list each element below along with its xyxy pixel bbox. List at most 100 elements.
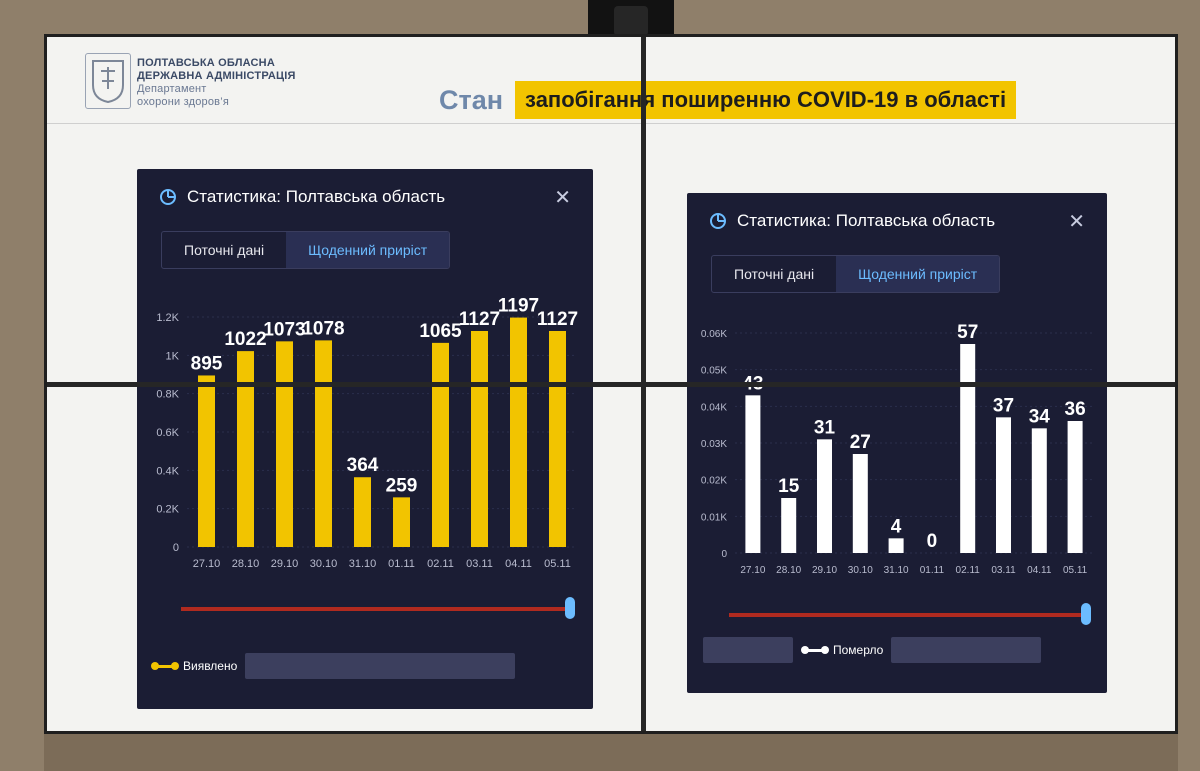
bar-02.11 bbox=[432, 342, 449, 547]
org-line-2: ДЕРЖАВНА АДМІНІСТРАЦІЯ bbox=[137, 70, 296, 82]
tab-daily-growth[interactable]: Щоденний приріст bbox=[286, 232, 450, 268]
data-label: 1065 bbox=[419, 321, 462, 342]
bar-05.11 bbox=[1067, 421, 1083, 553]
wall-base bbox=[44, 734, 1178, 771]
data-label: 1127 bbox=[459, 309, 500, 330]
y-tick-label: 0.8K bbox=[156, 389, 179, 401]
bar-04.11 bbox=[510, 317, 527, 547]
panel-header: Статистика: Полтавська область bbox=[159, 187, 445, 207]
bar-29.10 bbox=[817, 439, 832, 553]
dept-line-2: охорони здоров’я bbox=[137, 96, 230, 108]
legend: Виявлено bbox=[151, 653, 516, 679]
data-label: 259 bbox=[386, 475, 418, 496]
legend-key-icon bbox=[801, 645, 829, 654]
bar-28.10 bbox=[781, 498, 797, 553]
legend: Померло bbox=[703, 637, 1042, 663]
x-tick-label: 01.11 bbox=[388, 558, 415, 570]
data-label: 0 bbox=[927, 531, 938, 552]
x-tick-label: 29.10 bbox=[812, 565, 837, 576]
blurred-legend-item bbox=[703, 637, 793, 663]
data-label: 27 bbox=[850, 432, 871, 453]
dept-line-1: Департамент bbox=[137, 83, 207, 95]
stats-panel-detected: Статистика: Полтавська область ✕ Поточні… bbox=[137, 169, 593, 709]
y-tick-label: 1K bbox=[166, 350, 180, 362]
x-tick-label: 30.10 bbox=[310, 558, 338, 570]
y-tick-label: 0.05K bbox=[701, 366, 727, 377]
x-tick-label: 03.11 bbox=[991, 565, 1016, 576]
bar-28.10 bbox=[237, 351, 254, 547]
pie-chart-icon bbox=[160, 189, 176, 205]
bar-chart-deaths: 00.01K0.02K0.03K0.04K0.05K0.06K4327.1015… bbox=[701, 322, 1093, 625]
y-tick-label: 0.02K bbox=[701, 476, 727, 487]
tab-bar: Поточні дані Щоденний приріст bbox=[711, 255, 1001, 293]
x-tick-label: 05.11 bbox=[1063, 565, 1088, 576]
x-tick-label: 28.10 bbox=[776, 565, 801, 576]
bar-29.10 bbox=[276, 341, 293, 547]
x-tick-label: 05.11 bbox=[544, 558, 571, 570]
title-highlight: запобігання поширенню COVID-19 в області bbox=[515, 81, 1017, 119]
close-icon[interactable]: ✕ bbox=[554, 187, 571, 209]
video-wall: ПОЛТАВСЬКА ОБЛАСНА ДЕРЖАВНА АДМІНІСТРАЦІ… bbox=[44, 34, 1178, 734]
x-tick-label: 04.11 bbox=[1027, 565, 1052, 576]
bar-04.11 bbox=[1031, 428, 1047, 553]
data-label: 36 bbox=[1065, 399, 1086, 420]
x-tick-label: 02.11 bbox=[427, 558, 454, 570]
data-label: 1127 bbox=[537, 309, 578, 330]
page-title: Стан запобігання поширенню COVID-19 в об… bbox=[439, 81, 1017, 119]
coat-of-arms-logo bbox=[85, 53, 131, 109]
data-label: 34 bbox=[1029, 406, 1051, 427]
bar-27.10 bbox=[745, 395, 761, 553]
bar-03.11 bbox=[471, 330, 488, 547]
bar-30.10 bbox=[315, 340, 332, 547]
data-label: 895 bbox=[191, 353, 223, 374]
y-tick-label: 0.4K bbox=[156, 465, 179, 477]
y-tick-label: 0.2K bbox=[156, 504, 179, 516]
y-tick-label: 0 bbox=[721, 549, 727, 560]
x-tick-label: 03.11 bbox=[466, 558, 493, 570]
blurred-legend-items bbox=[245, 653, 516, 679]
bar-31.10 bbox=[354, 477, 371, 547]
bar-05.11 bbox=[549, 330, 566, 547]
bar-03.11 bbox=[996, 417, 1011, 553]
x-tick-label: 27.10 bbox=[193, 558, 221, 570]
organization-name: ПОЛТАВСЬКА ОБЛАСНА ДЕРЖАВНА АДМІНІСТРАЦІ… bbox=[137, 57, 296, 109]
panel-header: Статистика: Полтавська область bbox=[709, 211, 995, 231]
data-label: 1022 bbox=[224, 329, 266, 350]
org-line-1: ПОЛТАВСЬКА ОБЛАСНА bbox=[137, 57, 275, 69]
screen-seam-horizontal bbox=[47, 382, 1175, 387]
close-icon[interactable]: ✕ bbox=[1068, 211, 1085, 233]
legend-label[interactable]: Виявлено bbox=[183, 659, 238, 673]
x-tick-label: 31.10 bbox=[349, 558, 377, 570]
bar-chart-detected: 0 0.2K 0.4K 0.6K 0.8K 1K 1.2K 895 27.10 1022 28.10… bbox=[156, 296, 578, 619]
tab-current-data[interactable]: Поточні дані bbox=[184, 242, 265, 258]
tab-daily-growth[interactable]: Щоденний приріст bbox=[836, 256, 1000, 292]
stats-panel-deaths: Статистика: Полтавська область ✕ Поточні… bbox=[687, 193, 1107, 693]
blurred-legend-items bbox=[891, 637, 1042, 663]
data-label: 15 bbox=[778, 476, 800, 497]
x-tick-label: 31.10 bbox=[884, 565, 909, 576]
y-tick-label: 0.04K bbox=[701, 402, 727, 413]
data-label: 1197 bbox=[498, 296, 539, 317]
range-slider-handle bbox=[565, 597, 575, 619]
panel-title: Статистика: Полтавська область bbox=[187, 187, 446, 206]
data-label: 1073 bbox=[263, 319, 305, 340]
data-label: 4 bbox=[891, 516, 902, 537]
x-tick-label: 28.10 bbox=[232, 558, 260, 570]
y-tick-label: 0.06K bbox=[701, 329, 727, 340]
tab-current-data[interactable]: Поточні дані bbox=[734, 266, 815, 282]
range-slider-handle bbox=[1081, 603, 1091, 625]
x-tick-label: 01.11 bbox=[920, 565, 945, 576]
data-label: 1078 bbox=[302, 318, 344, 339]
data-label: 31 bbox=[814, 417, 836, 438]
tab-bar: Поточні дані Щоденний приріст bbox=[161, 231, 451, 269]
bar-31.10 bbox=[888, 538, 904, 553]
x-tick-label: 02.11 bbox=[956, 565, 981, 576]
bar-30.10 bbox=[852, 454, 868, 553]
legend-key-icon bbox=[151, 661, 179, 670]
data-label: 57 bbox=[957, 322, 978, 343]
y-tick-label: 1.2K bbox=[156, 312, 179, 324]
x-tick-label: 04.11 bbox=[505, 558, 532, 570]
bar-27.10 bbox=[198, 375, 215, 547]
legend-label[interactable]: Померло bbox=[833, 643, 884, 657]
x-tick-label: 29.10 bbox=[271, 558, 299, 570]
